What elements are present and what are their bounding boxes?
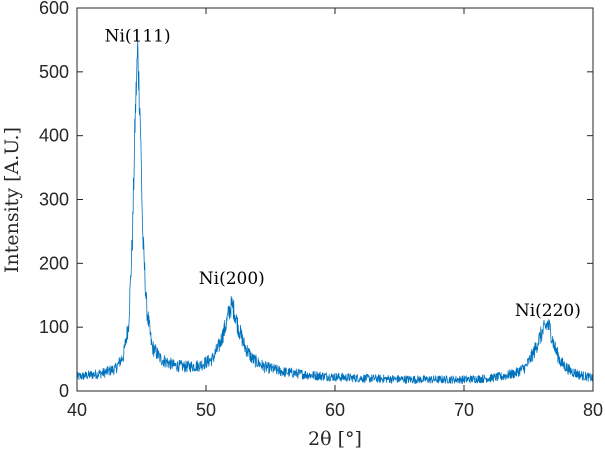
y-tick-label: 600 [39,0,69,18]
series-line-group [76,40,594,384]
y-tick-label: 500 [39,62,69,82]
peak-label: Ni(220) [515,301,581,321]
y-tick-label: 0 [59,381,69,401]
x-axis-title: 2θ [°] [308,428,362,450]
y-tick-label: 300 [39,190,69,210]
series-line [76,40,594,384]
peak-label: Ni(111) [105,26,171,46]
peak-annotations: Ni(111) Ni(200) Ni(220) [105,26,581,320]
y-axis: 0 100 200 300 400 500 600 [39,0,593,401]
x-tick-label: 80 [583,400,603,420]
x-tick-label: 70 [454,400,474,420]
y-tick-label: 100 [39,317,69,337]
x-tick-label: 40 [67,400,87,420]
peak-label: Ni(200) [199,269,265,289]
y-axis-title: Intensity [A.U.] [1,127,23,273]
x-tick-label: 50 [196,400,216,420]
x-axis: 40 50 60 70 80 [67,8,603,420]
y-tick-label: 200 [39,253,69,273]
x-tick-label: 60 [325,400,345,420]
y-tick-label: 400 [39,126,69,146]
